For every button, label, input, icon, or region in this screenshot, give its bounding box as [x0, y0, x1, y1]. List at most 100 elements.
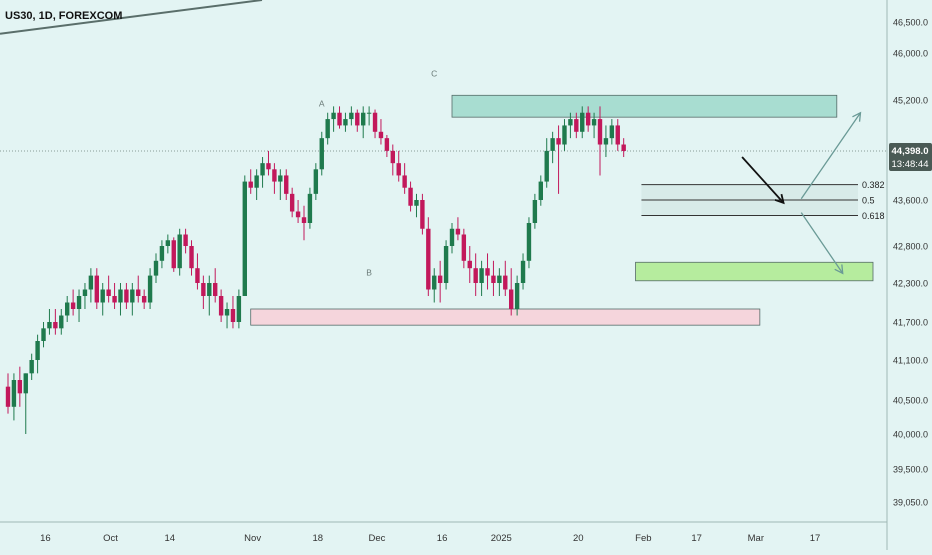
candle-body[interactable] — [390, 150, 395, 164]
candle-body[interactable] — [603, 138, 609, 145]
candle-body[interactable] — [35, 341, 40, 360]
candle-body[interactable] — [509, 289, 514, 310]
candle-body[interactable] — [53, 322, 58, 329]
candle-body[interactable] — [5, 386, 11, 407]
candle-body[interactable] — [313, 169, 319, 194]
candle-body[interactable] — [207, 283, 212, 296]
symbol-title[interactable]: US30, 1D, FOREXCOM — [5, 10, 122, 22]
candle-body[interactable] — [325, 119, 330, 139]
candle-body[interactable] — [337, 112, 342, 126]
candle-body[interactable] — [378, 131, 384, 139]
candle-body[interactable] — [473, 268, 478, 283]
target-zone[interactable] — [635, 261, 874, 282]
candle-body[interactable] — [242, 181, 247, 296]
candle-body[interactable] — [165, 240, 171, 246]
candle-body[interactable] — [106, 289, 111, 297]
candle-body[interactable] — [201, 283, 206, 296]
candle-body[interactable] — [597, 119, 603, 145]
candle-body[interactable] — [485, 268, 490, 276]
candle-body[interactable] — [47, 322, 52, 329]
candle-body[interactable] — [118, 289, 123, 303]
candle-body[interactable] — [331, 112, 336, 120]
candle-body[interactable] — [443, 246, 449, 283]
candle-body[interactable] — [266, 163, 271, 170]
candle-body[interactable] — [248, 181, 253, 188]
candle-body[interactable] — [355, 112, 360, 126]
resistance-zone[interactable] — [451, 94, 838, 118]
candle-body[interactable] — [130, 289, 135, 303]
candle-body[interactable] — [183, 234, 188, 247]
candle-body[interactable] — [414, 200, 419, 206]
candle-body[interactable] — [455, 228, 461, 235]
bullish-arrow[interactable] — [800, 112, 862, 200]
candle-body[interactable] — [544, 150, 549, 182]
candle-body[interactable] — [609, 125, 615, 139]
candle-body[interactable] — [141, 296, 147, 303]
candle-body[interactable] — [70, 302, 76, 310]
candle-body[interactable] — [503, 275, 508, 290]
candle-body[interactable] — [420, 200, 425, 229]
candle-body[interactable] — [301, 217, 307, 223]
candle-body[interactable] — [76, 296, 82, 309]
candle-body[interactable] — [59, 315, 64, 329]
candle-body[interactable] — [497, 275, 502, 283]
candle-body[interactable] — [532, 200, 538, 223]
candle-body[interactable] — [585, 112, 591, 126]
candle-body[interactable] — [408, 187, 413, 206]
candle-body[interactable] — [479, 268, 484, 283]
candle-body[interactable] — [437, 275, 443, 283]
price-axis[interactable]: 46,500.0 46,000.0 45,200.0 43,600.0 42,800.0… — [893, 18, 928, 508]
candle-body[interactable] — [94, 275, 99, 303]
candle-body[interactable] — [295, 211, 301, 218]
candle-body[interactable] — [538, 181, 543, 200]
candle-body[interactable] — [260, 163, 265, 176]
candle-body[interactable] — [449, 228, 455, 246]
candle-body[interactable] — [230, 309, 236, 322]
candle-body[interactable] — [112, 296, 117, 303]
candle-body[interactable] — [147, 275, 153, 303]
candle-body[interactable] — [136, 289, 141, 297]
candle-body[interactable] — [23, 373, 28, 394]
candle-body[interactable] — [177, 234, 182, 269]
candle-body[interactable] — [124, 289, 129, 303]
bearish-arrow[interactable] — [741, 156, 785, 204]
candle-body[interactable] — [520, 260, 526, 283]
candle-body[interactable] — [372, 112, 378, 132]
candle-body[interactable] — [11, 380, 17, 407]
candle-body[interactable] — [218, 296, 224, 316]
candle-body[interactable] — [171, 240, 176, 269]
candle-body[interactable] — [278, 175, 283, 182]
time-axis[interactable]: 16 Oct 14 Nov 18 Dec 16 2025 20 Feb 17 Mar 17 — [40, 533, 820, 544]
candle-body[interactable] — [461, 234, 467, 261]
candle-body[interactable] — [621, 144, 626, 151]
candle-body[interactable] — [213, 283, 218, 296]
candle-body[interactable] — [343, 119, 348, 126]
candle-body[interactable] — [491, 275, 496, 283]
candle-body[interactable] — [432, 275, 437, 290]
candle-body[interactable] — [82, 289, 88, 297]
candle-body[interactable] — [41, 328, 46, 341]
candle-body[interactable] — [319, 138, 324, 170]
downside-arrow[interactable] — [800, 212, 844, 274]
candle-body[interactable] — [100, 289, 105, 303]
candle-body[interactable] — [366, 112, 372, 114]
candle-body[interactable] — [574, 119, 579, 132]
candle-body[interactable] — [272, 169, 277, 182]
candle-body[interactable] — [236, 296, 242, 322]
candle-body[interactable] — [426, 228, 431, 290]
candle-body[interactable] — [615, 125, 620, 145]
candle-body[interactable] — [526, 223, 532, 261]
candle-body[interactable] — [254, 175, 259, 188]
candle-body[interactable] — [556, 138, 561, 145]
candle-body[interactable] — [307, 193, 313, 223]
candle-body[interactable] — [580, 112, 585, 132]
candle-body[interactable] — [289, 193, 295, 212]
candle-body[interactable] — [550, 138, 555, 151]
candle-body[interactable] — [17, 380, 23, 394]
candle-body[interactable] — [88, 275, 94, 290]
support-zone[interactable] — [250, 308, 761, 326]
candle-body[interactable] — [349, 112, 354, 120]
candle-body[interactable] — [189, 246, 194, 269]
trendline[interactable] — [0, 0, 263, 35]
